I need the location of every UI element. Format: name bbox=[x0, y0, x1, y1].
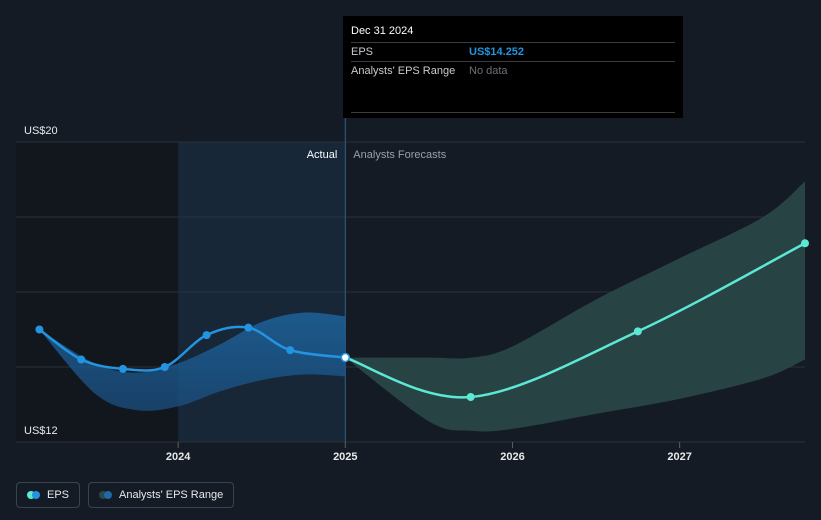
eps-point bbox=[286, 346, 295, 355]
x-tick-label: 2027 bbox=[667, 451, 691, 463]
eps-point bbox=[244, 323, 253, 332]
eps-forecast-line bbox=[344, 242, 807, 399]
eps-point bbox=[35, 325, 44, 334]
actual-label: Actual bbox=[307, 149, 338, 161]
y-axis-min-label: US$12 bbox=[24, 425, 58, 437]
eps-point bbox=[160, 363, 169, 371]
highlighted-point bbox=[340, 352, 351, 363]
eps-dots-icon bbox=[27, 491, 40, 499]
forecast-point bbox=[466, 393, 475, 401]
x-tick-label: 2024 bbox=[166, 451, 191, 463]
legend-item-range[interactable]: Analysts' EPS Range bbox=[88, 482, 235, 508]
range-band-forecast bbox=[345, 181, 805, 432]
tooltip-row-eps: EPS US$14.252 bbox=[351, 42, 675, 61]
forecast-point bbox=[633, 327, 642, 336]
x-tick-label: 2025 bbox=[333, 451, 357, 463]
tooltip: Dec 31 2024 EPS US$14.252 Analysts' EPS … bbox=[343, 16, 683, 118]
eps-point bbox=[118, 364, 127, 373]
forecast-point bbox=[801, 239, 809, 248]
legend-item-eps[interactable]: EPS bbox=[16, 482, 81, 508]
tooltip-eps-key: EPS bbox=[351, 46, 374, 58]
tooltip-date: Dec 31 2024 bbox=[351, 25, 414, 37]
eps-point bbox=[77, 355, 86, 364]
range-dots-icon bbox=[99, 491, 113, 499]
tooltip-row-range: Analysts' EPS Range No data bbox=[351, 61, 675, 80]
legend-label-eps: EPS bbox=[47, 489, 70, 501]
eps-point bbox=[202, 331, 211, 340]
legend-label-range: Analysts' EPS Range bbox=[119, 489, 224, 501]
forecast-label: Analysts Forecasts bbox=[353, 149, 446, 161]
y-axis-max-label: US$20 bbox=[24, 125, 58, 137]
tooltip-divider bbox=[351, 112, 675, 113]
tooltip-range-key: Analysts' EPS Range bbox=[351, 65, 456, 77]
x-tick-label: 2026 bbox=[500, 451, 524, 463]
tooltip-range-value: No data bbox=[469, 65, 508, 77]
tooltip-eps-value: US$14.252 bbox=[469, 46, 525, 58]
legend: EPS Analysts' EPS Range bbox=[16, 482, 235, 508]
